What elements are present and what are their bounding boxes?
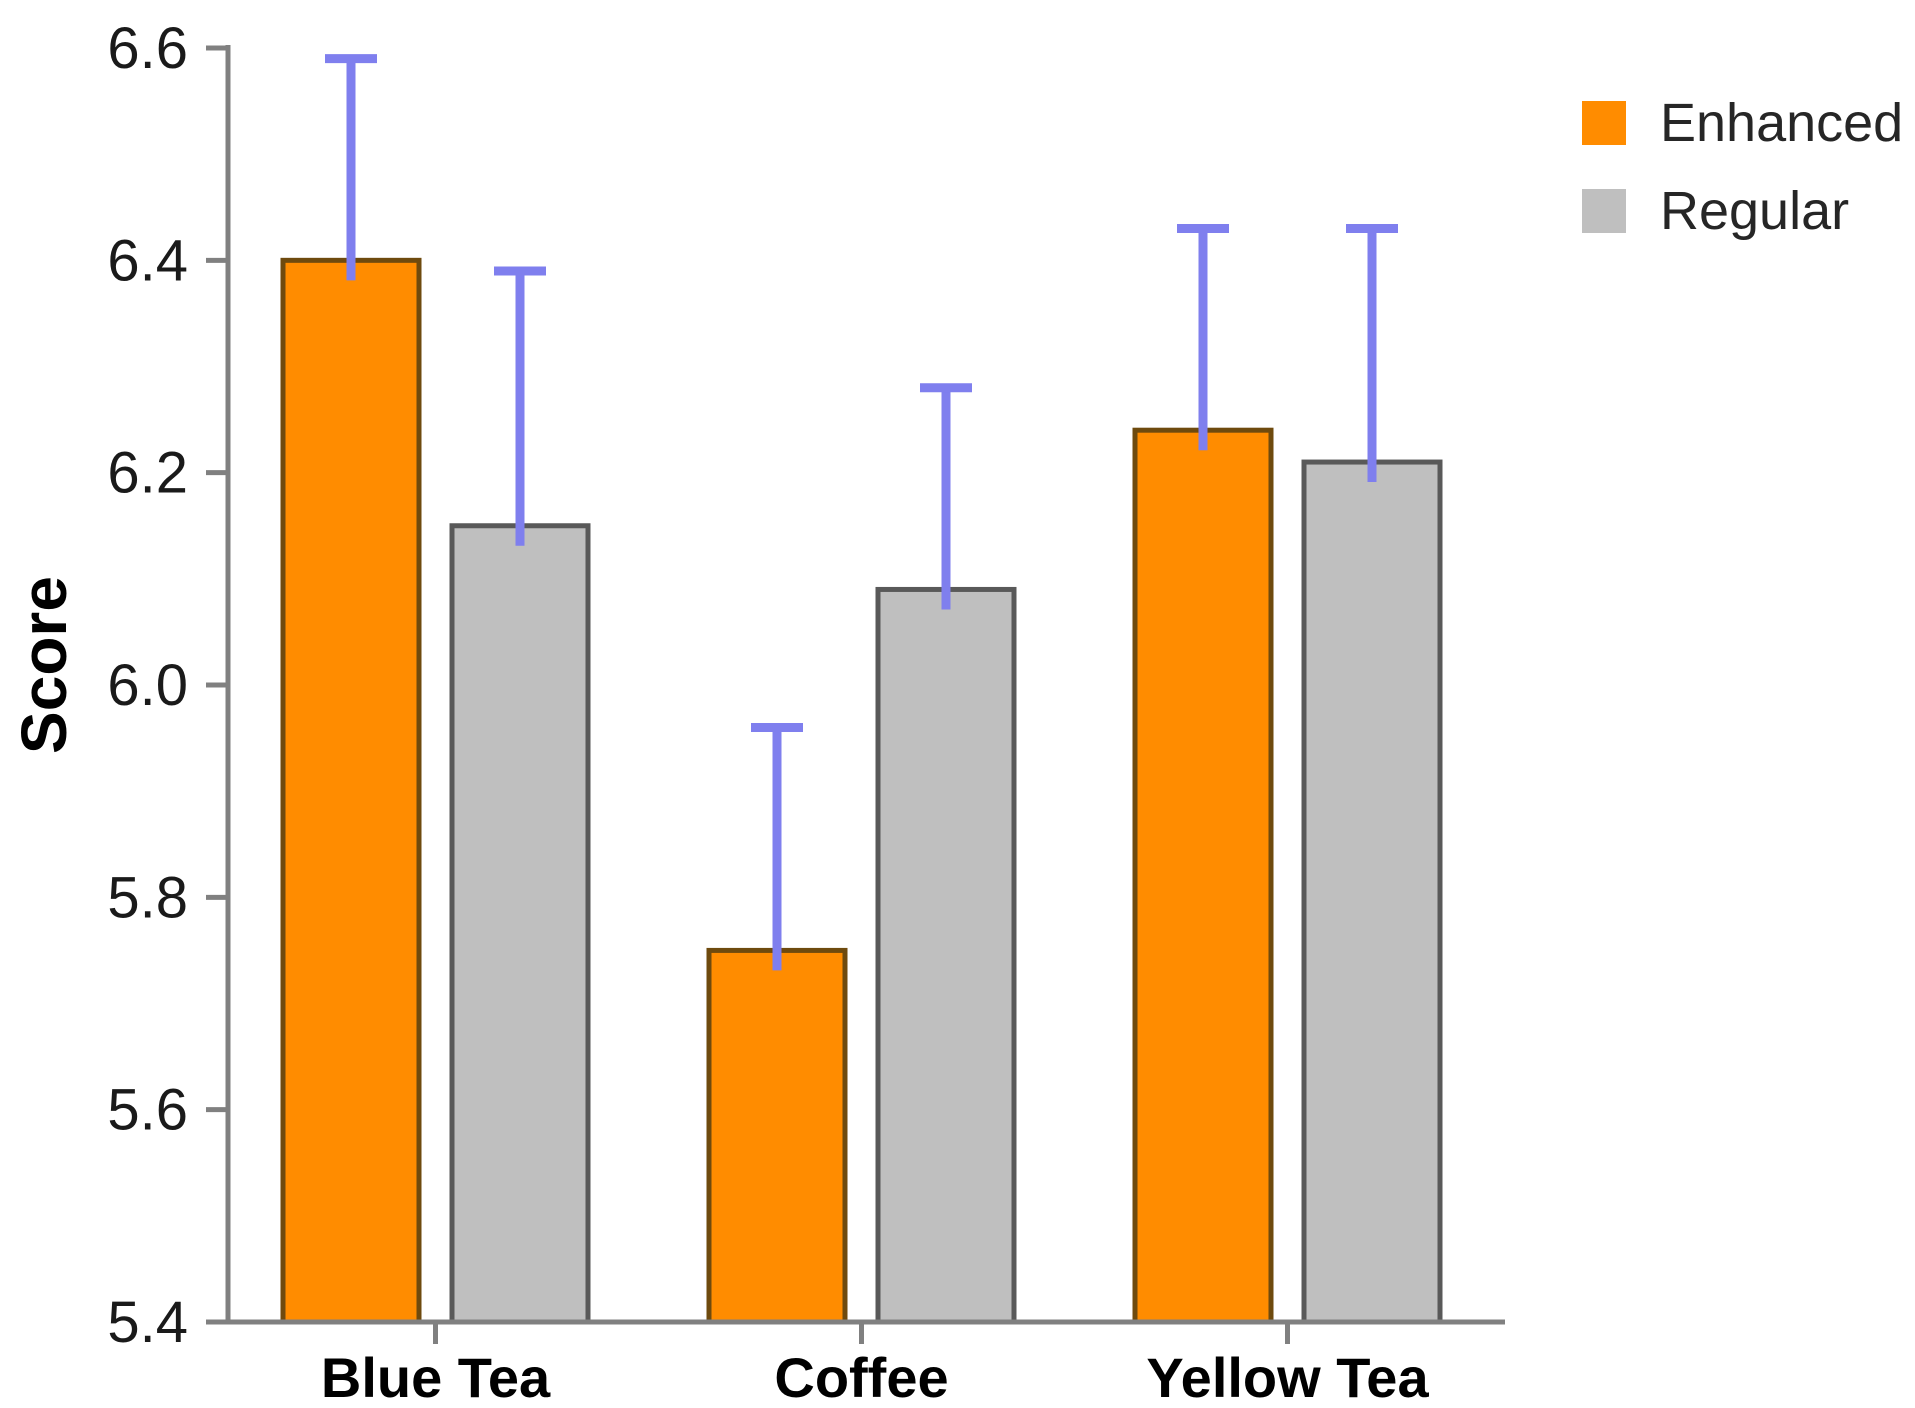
legend-item-regular: Regular <box>1582 184 1903 238</box>
x-category-label-blue-tea: Blue Tea <box>320 1346 551 1408</box>
y-tick-label: 6.0 <box>107 653 188 718</box>
legend-swatch-enhanced-icon <box>1582 101 1626 145</box>
y-tick-label: 5.8 <box>107 865 188 930</box>
bar-enhanced-coffee <box>706 947 848 1325</box>
legend-item-enhanced: Enhanced <box>1582 96 1903 150</box>
x-category-label-yellow-tea: Yellow Tea <box>1146 1346 1429 1408</box>
y-axis-title: Score <box>8 576 80 754</box>
legend-label-regular: Regular <box>1660 181 1850 241</box>
y-tick-label: 6.4 <box>107 228 188 293</box>
x-category-label-coffee: Coffee <box>774 1346 949 1408</box>
y-tick-label: 5.4 <box>107 1290 188 1355</box>
y-tick-label: 6.2 <box>107 441 188 506</box>
bar-regular-coffee <box>875 586 1017 1325</box>
legend: Enhanced Regular <box>1582 96 1903 238</box>
y-tick-label: 5.6 <box>107 1078 188 1143</box>
bar-enhanced-yellow-tea <box>1132 427 1274 1325</box>
bar-regular-yellow-tea <box>1301 459 1443 1325</box>
legend-label-enhanced: Enhanced <box>1660 93 1904 153</box>
bar-regular-blue-tea <box>449 523 591 1325</box>
y-tick-label: 6.6 <box>107 16 188 81</box>
bar-enhanced-blue-tea <box>280 257 422 1325</box>
legend-swatch-regular-icon <box>1582 189 1626 233</box>
